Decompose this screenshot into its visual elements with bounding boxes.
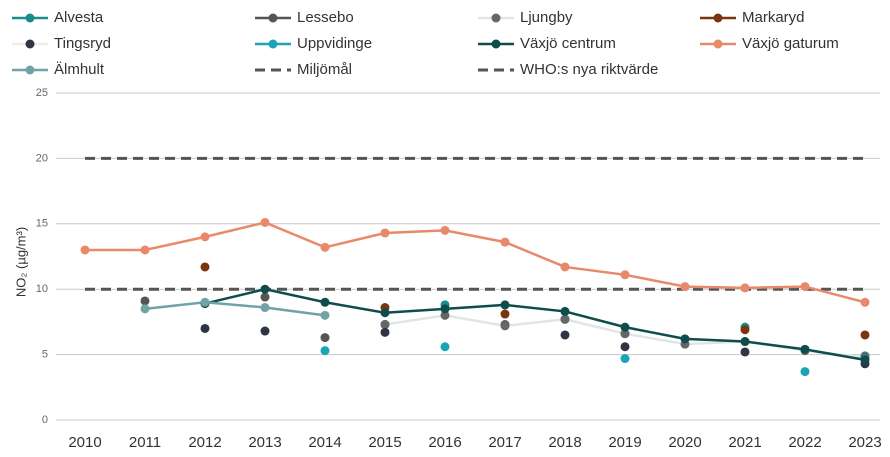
data-point xyxy=(860,330,870,340)
data-point xyxy=(440,310,450,320)
data-point xyxy=(380,308,390,318)
data-point xyxy=(740,337,750,347)
data-point xyxy=(200,262,210,272)
y-axis-label: NO₂ (µg/m³) xyxy=(13,227,28,297)
data-point xyxy=(320,346,330,356)
data-point xyxy=(440,304,450,314)
data-point xyxy=(260,217,270,227)
data-point xyxy=(320,242,330,252)
data-point xyxy=(620,270,630,280)
legend-marker xyxy=(25,39,35,49)
data-point xyxy=(140,296,150,306)
data-point xyxy=(320,297,330,307)
x-tick-label: 2023 xyxy=(848,434,881,451)
data-point xyxy=(500,237,510,247)
data-point xyxy=(500,309,510,319)
data-point xyxy=(140,245,150,255)
legend-marker xyxy=(268,13,278,23)
data-point xyxy=(200,323,210,333)
x-tick-label: 2022 xyxy=(788,434,821,451)
legend-label: WHO:s nya riktvärde xyxy=(520,61,658,78)
x-tick-label: 2011 xyxy=(129,434,161,451)
data-point xyxy=(260,303,270,313)
series-line xyxy=(85,221,866,304)
data-point xyxy=(740,283,750,293)
data-point xyxy=(560,330,570,340)
x-tick-label: 2020 xyxy=(668,434,701,451)
y-tick-label: 20 xyxy=(36,152,48,164)
legend-label: Ljungby xyxy=(520,9,573,26)
y-tick-label: 0 xyxy=(42,414,48,426)
legend-marker xyxy=(25,13,35,23)
series-line xyxy=(204,287,866,362)
y-tick-label: 15 xyxy=(36,218,48,230)
x-tick-label: 2014 xyxy=(308,434,341,451)
data-point xyxy=(440,342,450,352)
data-point xyxy=(500,300,510,310)
data-point xyxy=(200,232,210,242)
y-tick-label: 25 xyxy=(36,87,48,99)
data-point xyxy=(440,225,450,235)
x-tick-label: 2018 xyxy=(548,434,581,451)
data-point xyxy=(680,334,690,344)
x-tick-label: 2016 xyxy=(428,434,461,451)
data-point xyxy=(680,282,690,292)
legend-marker xyxy=(25,65,35,75)
x-tick-label: 2012 xyxy=(188,434,221,451)
data-point xyxy=(260,284,270,294)
data-point xyxy=(260,292,270,302)
data-point xyxy=(560,262,570,272)
legend-marker xyxy=(713,13,723,23)
legend-marker xyxy=(491,39,501,49)
data-point xyxy=(80,245,90,255)
legend-label: Markaryd xyxy=(742,9,805,26)
data-point xyxy=(620,322,630,332)
legend-label: Uppvidinge xyxy=(297,35,372,52)
data-point xyxy=(500,321,510,331)
data-point xyxy=(140,304,150,314)
data-point xyxy=(740,325,750,335)
data-point xyxy=(800,367,810,377)
legend-label: Lessebo xyxy=(297,9,354,26)
data-point xyxy=(740,347,750,357)
legend-label: Tingsryd xyxy=(54,35,111,52)
data-point xyxy=(560,314,570,324)
data-point xyxy=(860,297,870,307)
legend-label: Växjö gaturum xyxy=(742,35,839,52)
series-line xyxy=(144,301,326,317)
legend-marker xyxy=(268,39,278,49)
data-point xyxy=(380,327,390,337)
data-point xyxy=(200,297,210,307)
data-point xyxy=(380,320,390,330)
x-tick-label: 2019 xyxy=(608,434,641,451)
legend-label: Växjö centrum xyxy=(520,35,616,52)
y-tick-label: 10 xyxy=(36,283,48,295)
legend-marker xyxy=(491,13,501,23)
data-point xyxy=(260,326,270,336)
legend-label: Älmhult xyxy=(54,61,105,78)
data-point xyxy=(320,310,330,320)
data-point xyxy=(860,355,870,365)
x-tick-label: 2017 xyxy=(488,434,521,451)
data-point xyxy=(380,228,390,238)
x-tick-label: 2013 xyxy=(248,434,281,451)
data-point xyxy=(560,306,570,316)
data-point xyxy=(620,342,630,352)
data-point xyxy=(800,344,810,354)
legend-label: Miljömål xyxy=(297,61,352,78)
data-point xyxy=(620,329,630,339)
y-tick-label: 5 xyxy=(42,349,48,361)
data-point xyxy=(620,354,630,364)
legend-label: Alvesta xyxy=(54,9,104,26)
legend-marker xyxy=(713,39,723,49)
x-tick-label: 2010 xyxy=(68,434,101,451)
data-point xyxy=(320,333,330,343)
x-tick-label: 2021 xyxy=(728,434,761,451)
x-tick-label: 2015 xyxy=(368,434,401,451)
data-point xyxy=(800,282,810,292)
